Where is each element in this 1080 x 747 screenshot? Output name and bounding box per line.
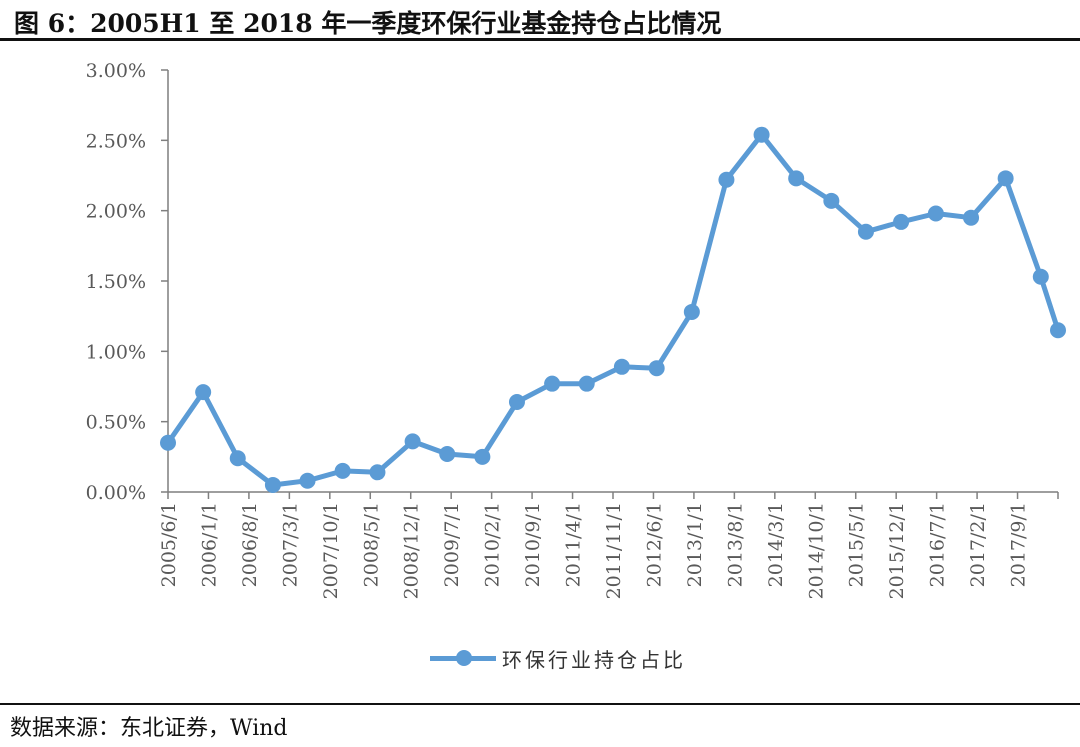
title-rule <box>0 38 1080 41</box>
data-point <box>753 126 770 143</box>
y-tick-label: 1.50% <box>86 271 146 293</box>
data-point <box>1050 322 1066 339</box>
x-tick-label: 2005/6/1 <box>158 502 180 587</box>
y-tick-label: 2.50% <box>86 130 146 152</box>
data-point <box>195 384 212 401</box>
line-chart: 0.00% 0.50% 1.00% 1.50% 2.00% 2.50% 3.00% 2005/… <box>86 60 1066 599</box>
data-point <box>578 375 595 392</box>
x-tick-label: 2008/5/1 <box>360 502 382 587</box>
data-point <box>927 205 944 222</box>
x-tick-label: 2015/5/1 <box>846 502 868 587</box>
data-point <box>613 358 630 375</box>
y-tick-label: 0.00% <box>86 482 146 504</box>
data-point <box>788 170 805 187</box>
data-point <box>160 434 176 451</box>
series-line <box>165 132 1061 488</box>
data-point <box>334 462 351 479</box>
x-tick-label: 2010/2/1 <box>482 502 504 587</box>
data-point <box>404 433 421 450</box>
x-tick-label: 2011/11/1 <box>603 502 625 599</box>
x-tick-label: 2007/10/1 <box>320 502 342 599</box>
x-tick-label: 2012/6/1 <box>643 502 665 587</box>
y-tick-label: 3.00% <box>86 60 146 82</box>
x-tick-label: 2008/12/1 <box>401 502 423 599</box>
data-point <box>823 192 840 209</box>
chart-legend: 环保行业持仓占比 <box>430 643 686 673</box>
data-point <box>1032 268 1049 285</box>
x-tick-label: 2006/8/1 <box>239 502 261 587</box>
data-point <box>229 450 246 467</box>
data-point <box>857 223 874 240</box>
y-tick-label: 1.00% <box>86 341 146 363</box>
x-tick-label: 2014/3/1 <box>765 502 787 587</box>
source-note: 数据来源：东北证券，Wind <box>10 716 288 741</box>
legend-line-marker-icon <box>430 648 496 668</box>
x-tick-label: 2016/7/1 <box>927 502 949 587</box>
data-point <box>299 472 316 489</box>
data-point <box>963 209 980 226</box>
x-tick-label: 2010/9/1 <box>522 502 544 587</box>
data-point <box>544 375 561 392</box>
source-rule <box>0 703 1080 705</box>
x-tick-label: 2017/2/1 <box>967 502 989 587</box>
figure-title: 图 6：2005H1 至 2018 年一季度环保行业基金持仓占比情况 <box>14 9 722 38</box>
legend-label: 环保行业持仓占比 <box>502 647 686 672</box>
x-tick-label: 2006/1/1 <box>198 502 220 587</box>
x-tick-label: 2015/12/1 <box>886 502 908 599</box>
data-point <box>997 170 1014 187</box>
data-point <box>718 171 735 188</box>
data-point <box>893 213 910 230</box>
data-point <box>683 303 700 320</box>
x-tick-label: 2011/4/1 <box>563 502 585 587</box>
data-point <box>474 448 491 465</box>
y-tick-label: 0.50% <box>86 412 146 434</box>
data-point <box>508 393 525 410</box>
x-tick-label: 2007/3/1 <box>279 502 301 587</box>
data-point <box>264 476 281 493</box>
data-point <box>439 446 456 463</box>
x-tick-label: 2013/8/1 <box>724 502 746 587</box>
x-tick-label: 2009/7/1 <box>441 502 463 587</box>
data-point <box>648 360 665 377</box>
x-tick-label: 2014/10/1 <box>805 502 827 599</box>
data-point <box>369 464 386 481</box>
x-tick-label: 2017/9/1 <box>1008 502 1030 587</box>
y-tick-label: 2.00% <box>86 201 146 223</box>
x-tick-label: 2013/1/1 <box>684 502 706 587</box>
